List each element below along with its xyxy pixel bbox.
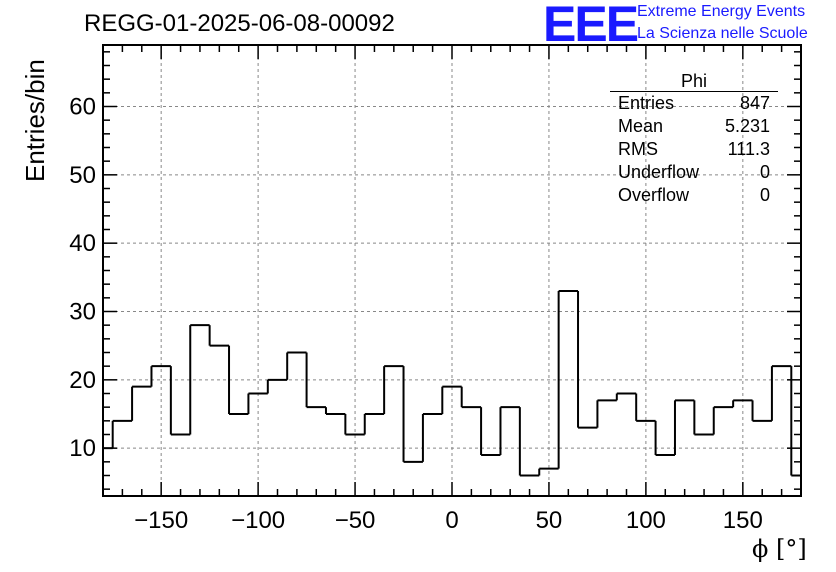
stats-label: RMS — [618, 139, 658, 159]
stats-label: Mean — [618, 116, 664, 136]
chart-title: REGG-01-2025-06-08-00092 — [84, 10, 395, 37]
stats-row-underflow: Underflow 0 — [610, 161, 778, 184]
y-tick-label: 60 — [69, 94, 96, 121]
stats-label: Overflow — [618, 185, 690, 205]
stats-row-entries: Entries 847 — [610, 92, 778, 115]
y-axis-label: Entries/bin — [20, 59, 50, 182]
histogram-bars — [103, 290, 801, 477]
y-tick-label: 40 — [69, 230, 96, 257]
stats-row-overflow: Overflow 0 — [610, 184, 778, 207]
x-tick-label: 0 — [445, 507, 458, 534]
stats-box: Phi Entries 847 Mean 5.231 RMS 111.3 Und… — [610, 72, 778, 207]
stats-label: Underflow — [618, 162, 700, 182]
stats-value: 111.3 — [727, 139, 770, 159]
stats-row-mean: Mean 5.231 — [610, 115, 778, 138]
stats-value: 0 — [759, 185, 770, 205]
x-axis-label: ϕ [°] — [752, 535, 807, 563]
y-tick-label: 10 — [69, 435, 96, 462]
x-tick-label: 100 — [626, 507, 666, 534]
logo-line-2: La Scienza nelle Scuole — [637, 25, 808, 42]
stats-label: Entries — [618, 93, 675, 113]
stats-title: Phi — [610, 72, 778, 92]
y-axis-ticks: 10 20 30 40 50 60 — [69, 51, 801, 490]
y-tick-label: 50 — [69, 162, 96, 189]
stats-row-rms: RMS 111.3 — [610, 138, 778, 161]
grid-lines — [103, 45, 801, 496]
x-tick-label: 150 — [723, 507, 763, 534]
y-tick-label: 20 — [69, 367, 96, 394]
logo-line-1: Extreme Energy Events — [637, 3, 806, 20]
stats-value: 0 — [759, 162, 770, 182]
x-axis-ticks: −150 −100 −50 0 50 100 150 — [121, 45, 783, 534]
x-tick-label: 50 — [536, 507, 563, 534]
stats-value: 847 — [739, 93, 770, 113]
x-tick-label: −50 — [335, 507, 376, 534]
eee-logo: EEE — [543, 0, 639, 52]
stats-value: 5.231 — [724, 116, 770, 136]
y-tick-label: 30 — [69, 299, 96, 326]
x-tick-label: −150 — [134, 507, 188, 534]
x-tick-label: −100 — [231, 507, 285, 534]
